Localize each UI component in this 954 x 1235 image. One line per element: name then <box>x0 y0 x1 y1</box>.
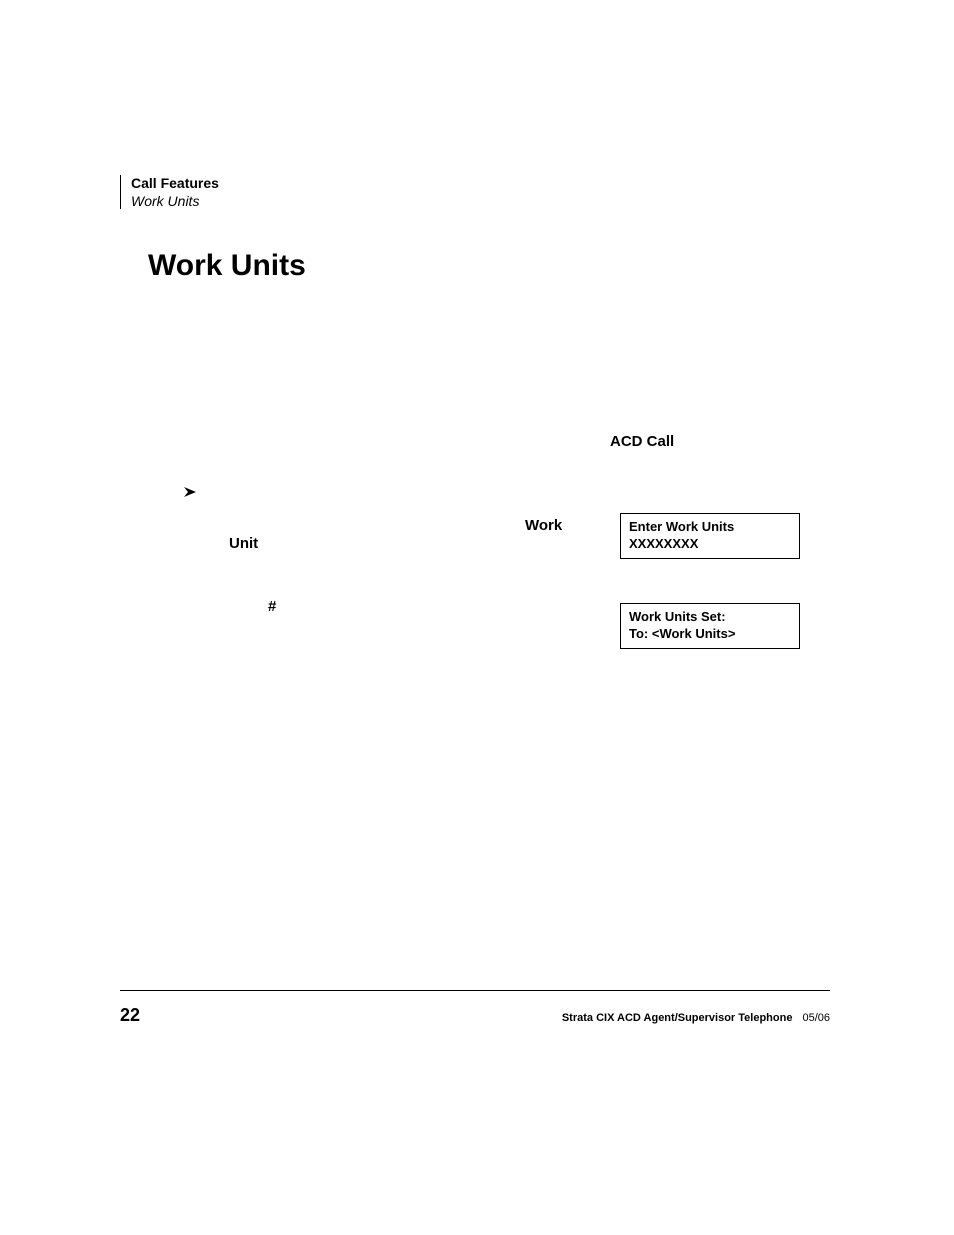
page-title: Work Units <box>148 249 830 283</box>
footer-date: 05/06 <box>802 1012 830 1024</box>
lcd-display-2: Work Units Set: To: <Work Units> <box>620 603 800 649</box>
acd-call-label: ACD Call <box>610 433 674 450</box>
footer-doc-info: Strata CIX ACD Agent/Supervisor Telephon… <box>562 1012 830 1024</box>
header-section: Work Units <box>131 193 830 209</box>
lcd1-line2: XXXXXXXX <box>629 536 791 553</box>
page-header: Call Features Work Units <box>120 175 830 209</box>
lcd2-line1: Work Units Set: <box>629 609 791 626</box>
page-footer: 22 Strata CIX ACD Agent/Supervisor Telep… <box>120 990 830 1026</box>
lcd1-line1: Enter Work Units <box>629 519 791 536</box>
arrow-right-icon <box>170 485 198 504</box>
footer-rule <box>120 990 830 991</box>
page-number: 22 <box>120 1005 140 1026</box>
work-label: Work <box>525 517 562 534</box>
content-area: ACD Call Work Unit Enter Work Units XXXX… <box>120 433 830 693</box>
hash-key-label: # <box>268 598 276 615</box>
lcd2-line2: To: <Work Units> <box>629 626 791 643</box>
unit-label: Unit <box>229 535 258 552</box>
header-chapter: Call Features <box>131 175 830 191</box>
footer-doc-title: Strata CIX ACD Agent/Supervisor Telephon… <box>562 1012 793 1024</box>
lcd-display-1: Enter Work Units XXXXXXXX <box>620 513 800 559</box>
